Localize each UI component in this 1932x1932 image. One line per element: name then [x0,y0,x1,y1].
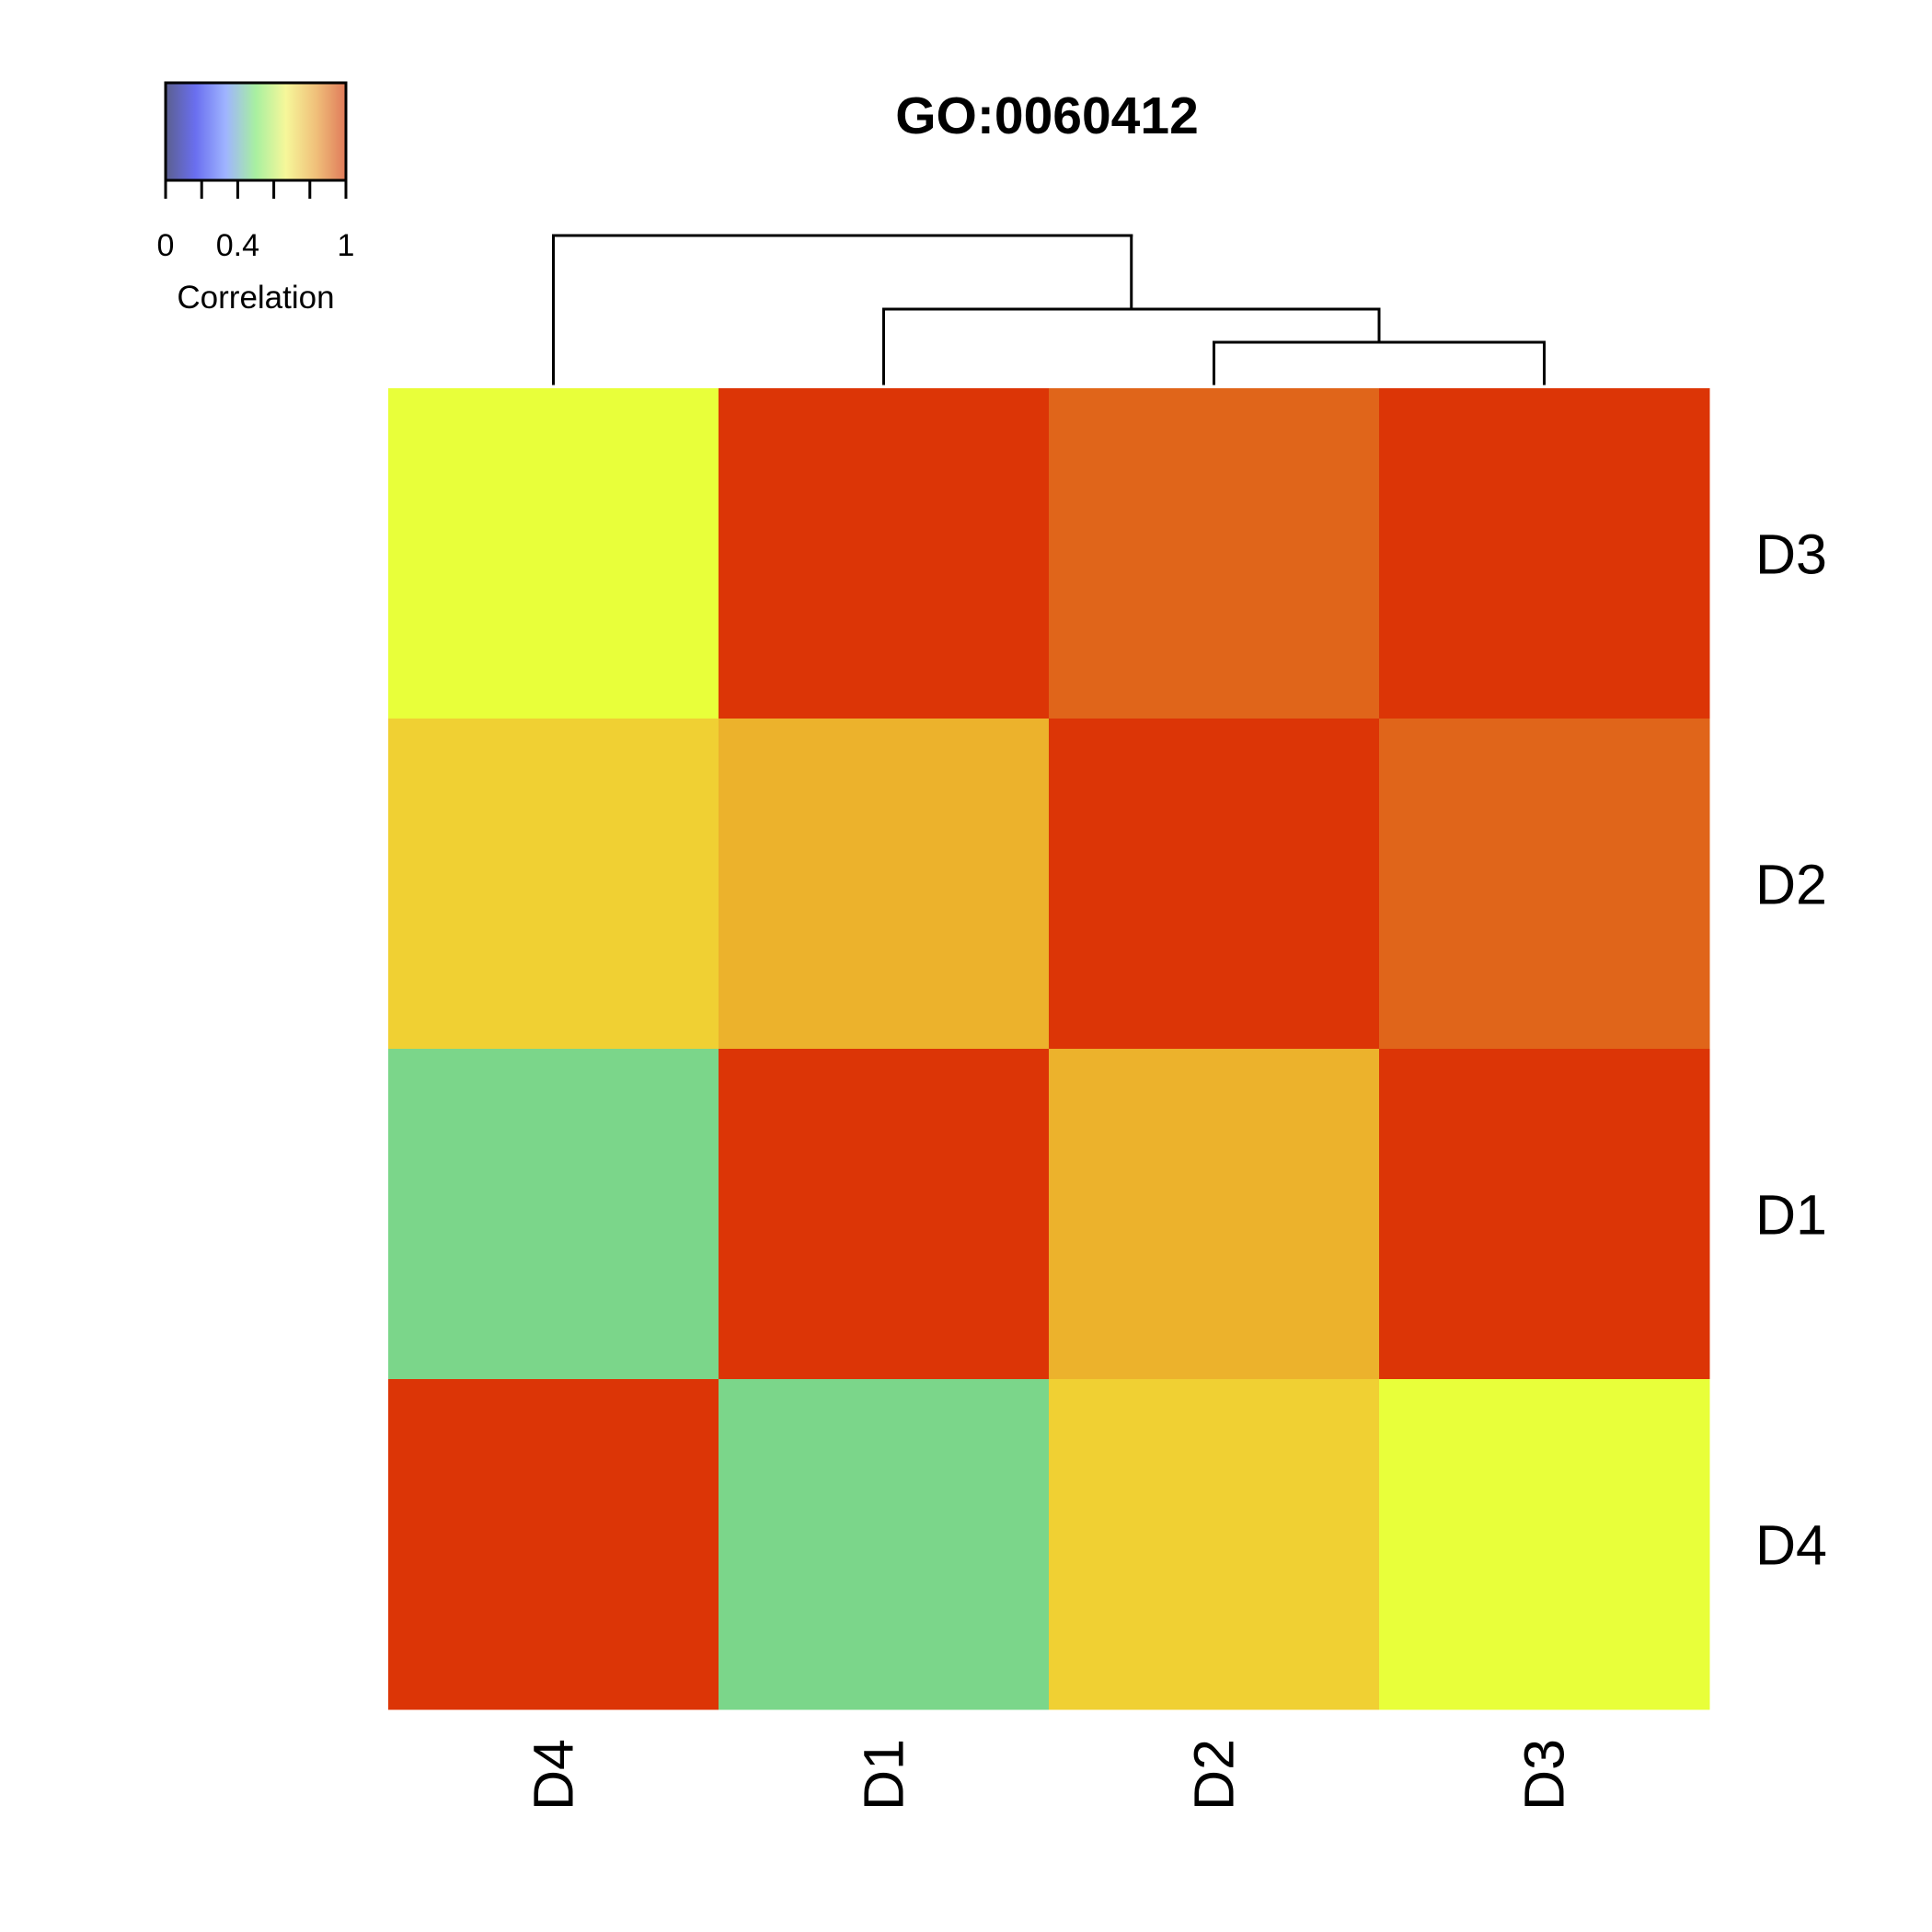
heatmap-cell [719,1049,1050,1380]
color-key-tick-label: 0.4 [216,228,259,263]
heatmap-cell [388,719,719,1050]
heatmap-cell [388,388,719,719]
column-labels: D4 D1 D2 D3 [523,1739,1576,1811]
heatmap-cell [1379,388,1710,719]
row-labels: D3 D2 D1 D4 [1755,523,1827,1577]
color-key-title: Correlation [177,280,334,316]
heatmap-cell [1379,1379,1710,1710]
heatmap-cell [1379,719,1710,1050]
chart-title: GO:0060412 [895,86,1199,145]
column-label: D2 [1183,1739,1246,1811]
heatmap-cell [1049,1379,1380,1710]
heatmap-cell [719,1379,1050,1710]
row-label: D4 [1755,1514,1827,1577]
heatmap-cell [388,1049,719,1380]
color-key-tick-label: 0 [157,228,175,263]
heatmap-cell [719,719,1050,1050]
column-label: D4 [523,1739,585,1811]
row-label: D1 [1755,1184,1827,1247]
heatmap-cell [719,388,1050,719]
row-label: D2 [1755,854,1827,916]
heatmap-cells [388,388,1710,1710]
heatmap-cell [1379,1049,1710,1380]
column-label: D1 [853,1739,915,1811]
heatmap-cell [1049,719,1380,1050]
column-dendrogram [552,234,1546,385]
color-key-tick-label: 1 [338,228,355,263]
column-label: D3 [1513,1739,1576,1811]
heatmap-cell [1049,1049,1380,1380]
row-label: D3 [1755,523,1827,586]
color-key-bar [164,81,348,182]
color-key-legend: 0 0.4 1 Correlation [157,81,355,316]
heatmap-cell [388,1379,719,1710]
heatmap-cell [1049,388,1380,719]
